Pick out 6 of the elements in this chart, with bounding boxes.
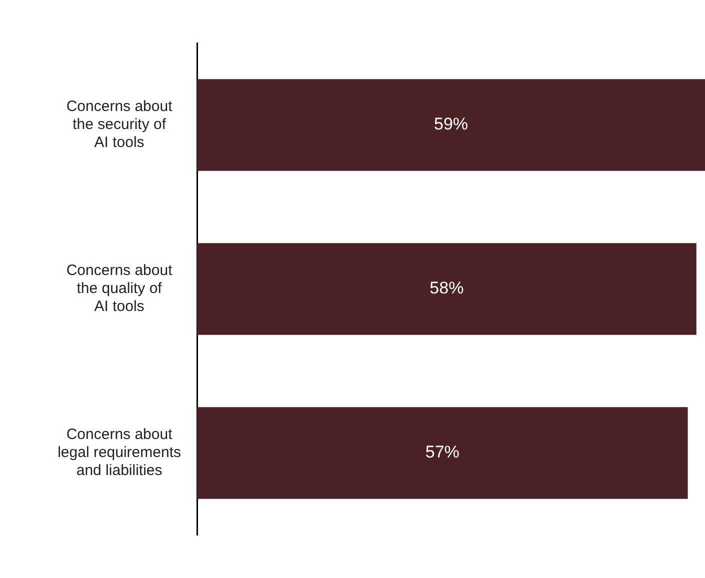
y-tick-label: Concerns about the security of AI tools (66, 98, 174, 152)
data-label: 59% (434, 114, 468, 134)
data-label: 57% (425, 442, 460, 462)
data-label: 58% (430, 278, 464, 298)
y-tick-label: Concerns about legal requirements and liabilities (58, 426, 182, 480)
y-tick-label: Concerns about the quality of AI tools (66, 262, 174, 316)
